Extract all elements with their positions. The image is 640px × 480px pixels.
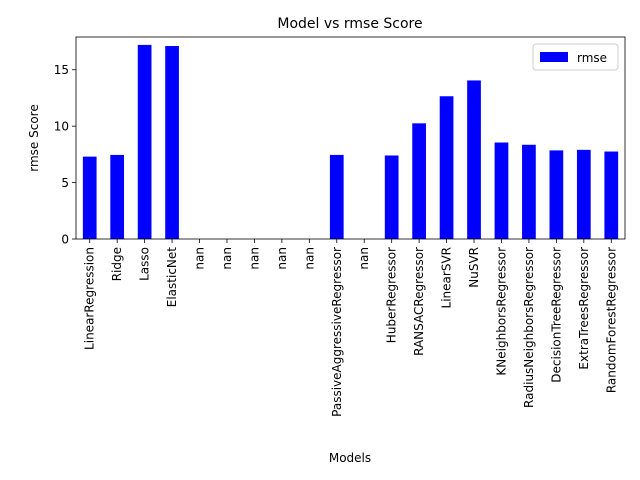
bar xyxy=(82,156,97,239)
x-tick-label: KNeighborsRegressor xyxy=(494,247,508,376)
x-tick-label: RANSACRegressor xyxy=(412,247,426,356)
bar xyxy=(412,123,426,239)
x-tick-label: RandomForestRegressor xyxy=(604,247,618,393)
x-tick-label: nan xyxy=(302,247,316,270)
y-tick-label: 5 xyxy=(61,176,69,190)
x-tick-label: ExtraTreesRegressor xyxy=(577,247,591,370)
plot-area-frame xyxy=(75,36,626,240)
x-tick-label: nan xyxy=(357,247,371,270)
x-tick-label: HuberRegressor xyxy=(385,247,399,343)
legend-frame xyxy=(532,43,619,71)
x-tick-label: nan xyxy=(220,247,234,270)
bars-group xyxy=(82,44,619,240)
y-axis-ticks: 0 5 10 15 xyxy=(54,63,76,247)
bar xyxy=(439,96,454,239)
bar xyxy=(165,46,179,239)
y-tick-label: 10 xyxy=(54,120,69,134)
x-tick-label: RadiusNeighborsRegressor xyxy=(522,247,536,408)
x-tick-label: NuSVR xyxy=(467,247,481,288)
x-axis-label: Models xyxy=(329,451,371,465)
chart-title: Model vs rmse Score xyxy=(277,16,422,32)
bar xyxy=(110,154,125,239)
bar xyxy=(576,149,591,239)
x-tick-label: nan xyxy=(247,247,261,270)
bar xyxy=(494,142,509,239)
y-tick-label: 0 xyxy=(61,233,69,247)
legend-swatch-rmse xyxy=(540,52,568,62)
x-tick-label: nan xyxy=(193,247,207,270)
bar xyxy=(137,44,152,240)
x-tick-label: ElasticNet xyxy=(165,247,179,308)
y-tick-label: 15 xyxy=(54,63,69,77)
x-axis-ticks: LinearRegression Ridge Lasso ElasticNet nan n… xyxy=(83,239,618,417)
y-axis-label: rmse Score xyxy=(27,104,41,171)
bar xyxy=(384,155,399,239)
legend-label-rmse: rmse xyxy=(577,51,607,65)
legend: rmse xyxy=(532,43,619,71)
bar xyxy=(604,151,619,239)
x-tick-label: DecisionTreeRegressor xyxy=(549,247,563,383)
bar xyxy=(467,80,481,239)
x-tick-label: Lasso xyxy=(138,247,152,281)
x-tick-label: LinearSVR xyxy=(440,247,454,308)
bar xyxy=(329,154,344,239)
bar xyxy=(522,144,536,239)
x-tick-label: Ridge xyxy=(110,247,124,281)
x-tick-label: nan xyxy=(275,247,289,270)
bar xyxy=(549,150,564,239)
x-tick-label: LinearRegression xyxy=(83,247,97,350)
x-tick-label: PassiveAggressiveRegressor xyxy=(330,247,344,417)
